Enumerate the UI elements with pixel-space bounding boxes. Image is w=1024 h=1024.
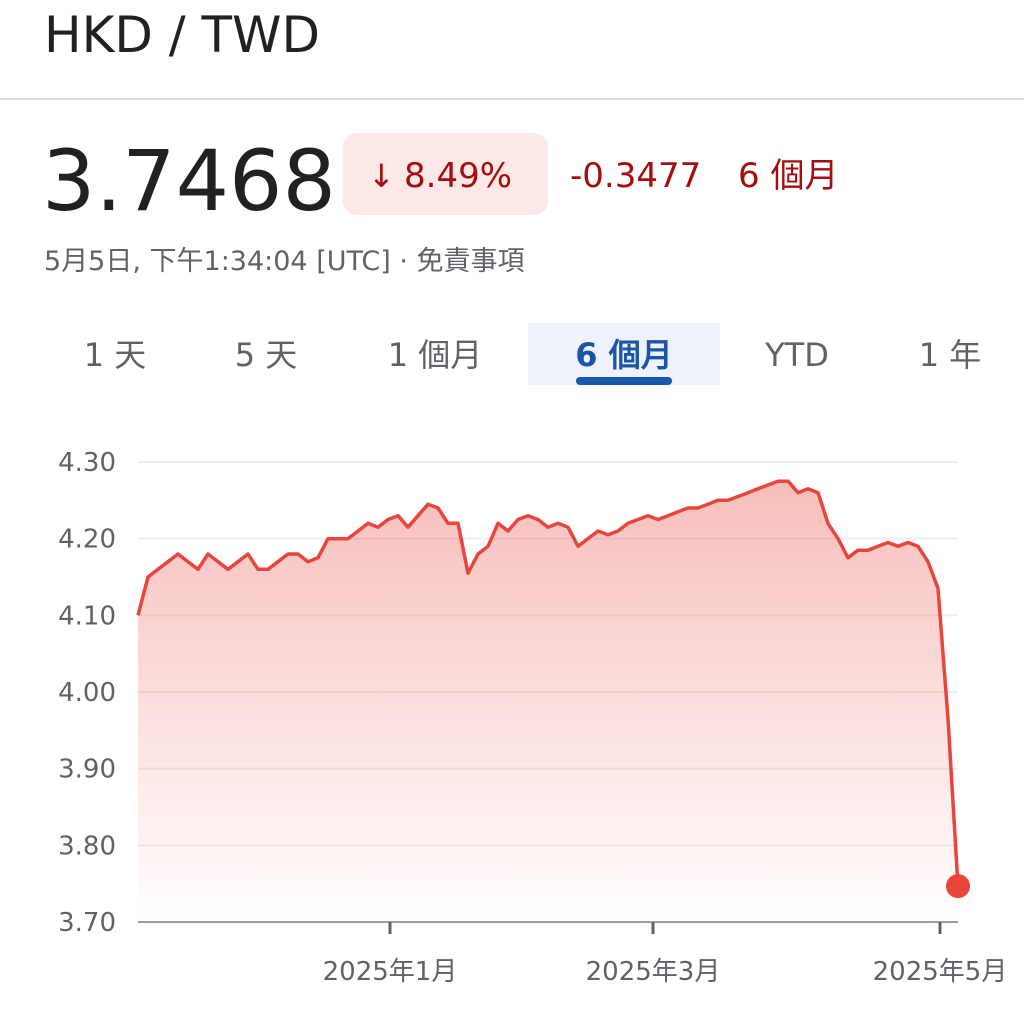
y-tick-label: 3.90 bbox=[58, 755, 116, 785]
tab[interactable]: 5 天 bbox=[235, 336, 298, 374]
y-tick-label: 3.70 bbox=[58, 908, 116, 938]
change-period: 6 個月 bbox=[738, 156, 838, 196]
x-tick-label: 2025年3月 bbox=[586, 957, 721, 987]
change-abs: -0.3477 bbox=[570, 156, 701, 196]
chart: 3.70 3.80 3.90 4.00 4.10 4.20 4.30 2025年1月 2025年… bbox=[58, 448, 1007, 987]
tab[interactable]: 1 個月 bbox=[388, 336, 483, 374]
y-tick-label: 4.30 bbox=[58, 448, 116, 478]
y-tick-label: 4.20 bbox=[58, 525, 116, 555]
timestamp: 5月5日, 下午1:34:04 [UTC] · 免責事項 bbox=[44, 246, 525, 277]
price: 3.7468 bbox=[42, 132, 336, 230]
y-tick-label: 4.10 bbox=[58, 601, 116, 631]
last-point bbox=[946, 874, 970, 899]
down-arrow: ↓ bbox=[368, 157, 395, 195]
x-tick-label: 2025年5月 bbox=[873, 957, 1008, 987]
tab[interactable]: 6 個月 bbox=[575, 336, 672, 374]
tab[interactable]: 1 天 bbox=[84, 336, 147, 374]
tab-bar: 1 天 5 天 1 個月 6 個月 YTD 1 年 bbox=[84, 323, 982, 385]
y-tick-label: 4.00 bbox=[58, 678, 116, 708]
x-tick-label: 2025年1月 bbox=[323, 957, 458, 987]
tab-indicator bbox=[576, 377, 672, 385]
y-tick-label: 3.80 bbox=[58, 831, 116, 861]
change-percent: 8.49% bbox=[404, 156, 512, 196]
tab-selected-bg bbox=[528, 323, 720, 385]
pair-title: HKD / TWD bbox=[44, 6, 320, 64]
tab[interactable]: 1 年 bbox=[919, 336, 982, 374]
area bbox=[138, 481, 958, 922]
change-badge bbox=[343, 133, 548, 215]
line bbox=[136, 479, 960, 887]
tab[interactable]: YTD bbox=[764, 336, 829, 374]
